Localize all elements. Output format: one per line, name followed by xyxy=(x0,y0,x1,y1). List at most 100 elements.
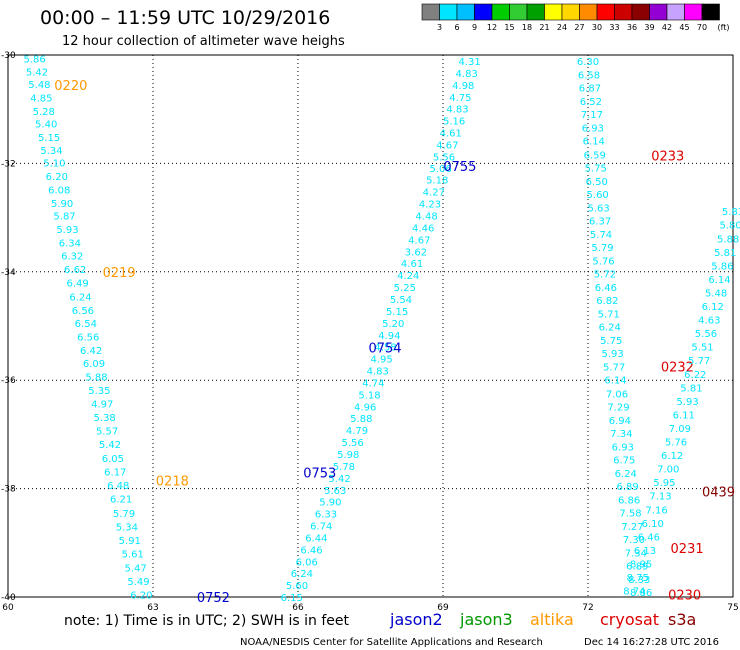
wave-height-value: 5.78 xyxy=(333,462,355,473)
wave-height-value: 4.98 xyxy=(452,81,474,92)
wave-height-value: 5.34 xyxy=(116,523,138,534)
track-jason2: 4.314.834.984.754.835.164.614.675.565.06… xyxy=(197,57,481,606)
pass-time-label: 0754 xyxy=(368,342,401,357)
wave-height-value: 5.83 xyxy=(722,207,740,218)
wave-height-value: 7.13 xyxy=(649,492,671,503)
wave-height-value: 4.67 xyxy=(436,141,458,152)
pass-time-label: 0231 xyxy=(671,542,704,557)
colorbar-label: 15 xyxy=(504,23,514,32)
wave-height-value: 5.60 xyxy=(286,581,308,592)
colorbar-label: 24 xyxy=(557,23,567,32)
wave-height-value: 6.14 xyxy=(583,137,605,148)
chart-title: 00:00 – 11:59 UTC 10/29/2016 xyxy=(40,7,330,29)
plot-frame xyxy=(7,54,734,598)
wave-height-value: 5.28 xyxy=(33,107,55,118)
wave-height-value: 5.87 xyxy=(53,212,75,223)
wave-height-value: 5.54 xyxy=(390,295,412,306)
wave-height-value: 5.74 xyxy=(590,230,612,241)
wave-height-value: 5.86 xyxy=(23,54,45,65)
colorbar-swatch xyxy=(439,3,458,21)
chart-subtitle: 12 hour collection of altimeter wave hei… xyxy=(62,34,345,49)
pass-time-label: 0753 xyxy=(303,466,336,481)
colorbar-swatch xyxy=(614,3,633,21)
wave-height-value: 6.49 xyxy=(66,279,88,290)
colorbar-label: 12 xyxy=(487,23,497,32)
wave-height-value: 5.15 xyxy=(38,133,60,144)
wave-height-value: 6.24 xyxy=(69,292,91,303)
pass-time-label: 0233 xyxy=(651,149,684,164)
wave-height-value: 6.46 xyxy=(300,545,322,556)
wave-height-value: 4.97 xyxy=(91,400,113,411)
wave-height-value: 5.81 xyxy=(714,248,736,259)
wave-height-value: 6.46 xyxy=(638,532,660,543)
wave-height-value: 6.20 xyxy=(46,172,68,183)
wave-height-value: 5.57 xyxy=(96,427,118,438)
wave-height-value: 5.20 xyxy=(382,319,404,330)
wave-height-value: 5.48 xyxy=(28,80,50,91)
grid xyxy=(8,55,733,597)
wave-height-value: 4.61 xyxy=(401,259,423,270)
wave-height-value: 5.35 xyxy=(88,386,110,397)
wave-height-value: 7.00 xyxy=(657,465,679,476)
wave-height-value: 8.95 xyxy=(630,559,652,570)
colorbar-label: 27 xyxy=(574,23,584,32)
colorbar-label: 18 xyxy=(522,23,532,32)
wave-height-value: 8.74 xyxy=(623,587,645,598)
wave-height-value: 3.62 xyxy=(405,247,427,258)
wave-height-value: 6.32 xyxy=(61,252,83,263)
wave-height-value: 7.58 xyxy=(619,509,641,520)
wave-height-value: 4.85 xyxy=(30,93,52,104)
wave-height-value: 5.90 xyxy=(51,199,73,210)
wave-height-value: 6.59 xyxy=(584,150,606,161)
colorbar-label: 42 xyxy=(662,23,672,32)
satellite-jason3: jason3 xyxy=(459,610,513,629)
pass-time-label: 0218 xyxy=(156,474,189,489)
satellite-legend: jason2 jason3 altika cryosat s3a xyxy=(389,610,696,629)
wave-height-value: 5.72 xyxy=(594,270,616,281)
pass-time-label: 0439 xyxy=(702,485,735,500)
footer-credit: NOAA/NESDIS Center for Satellite Applica… xyxy=(240,637,543,648)
wave-height-value: 6.12 xyxy=(661,451,683,462)
wave-height-value: 5.98 xyxy=(337,450,359,461)
wave-height-value: 6.46 xyxy=(595,283,617,294)
wave-height-value: 4.95 xyxy=(370,355,392,366)
colorbar-swatch xyxy=(701,3,720,21)
pass-time-label: 0230 xyxy=(668,588,701,603)
wave-height-value: 5.75 xyxy=(585,163,607,174)
wave-height-value: 6.42 xyxy=(80,346,102,357)
colorbar-swatch xyxy=(456,3,475,21)
y-tick-label: -34 xyxy=(1,268,16,278)
colorbar-unit: (ft) xyxy=(718,23,730,32)
wave-height-value: 6.34 xyxy=(59,239,81,250)
wave-height-value: 6.30 xyxy=(577,57,599,68)
pass-time-label: 0752 xyxy=(197,591,230,606)
wave-height-value: 6.15 xyxy=(281,593,303,604)
wave-height-value: 5.42 xyxy=(99,440,121,451)
wave-height-value: 6.13 xyxy=(634,546,656,557)
wave-height-value: 5.34 xyxy=(40,146,62,157)
wave-height-value: 6.54 xyxy=(75,319,97,330)
wave-height-value: 5.48 xyxy=(705,288,727,299)
track-s3a: 5.83 5.80 5.88 5.81 5.86 6.14 5.48 6.12 4.63 5.56… xyxy=(623,207,740,597)
wave-height-value: 6.14 xyxy=(708,275,730,286)
y-tick-labels: -30 -32 -34 -36 -38 -40 xyxy=(1,51,16,603)
wave-height-value: 4.24 xyxy=(397,271,419,282)
colorbar-swatch xyxy=(649,3,668,21)
wave-height-value: 6.09 xyxy=(83,359,105,370)
wave-height-value: 5.88 xyxy=(717,234,739,245)
wave-height-value: 6.14 xyxy=(604,376,626,387)
wave-height-value: 7.34 xyxy=(625,549,647,560)
wave-height-value: 5.93 xyxy=(602,349,624,360)
wave-height-value: 4.23 xyxy=(419,200,441,211)
wave-height-value: 4.94 xyxy=(378,331,400,342)
wave-height-value: 6.22 xyxy=(684,370,706,381)
wave-height-value: 5.06 xyxy=(429,164,451,175)
colorbar-label: 39 xyxy=(644,23,654,32)
colorbar-swatch xyxy=(509,3,528,21)
wave-height-value: 6.11 xyxy=(673,410,695,421)
wave-height-value: 6.10 xyxy=(642,519,664,530)
wave-height-value: 6.56 xyxy=(77,332,99,343)
wave-height-value: 6.24 xyxy=(599,323,621,334)
wave-height-value: 7.34 xyxy=(610,429,632,440)
